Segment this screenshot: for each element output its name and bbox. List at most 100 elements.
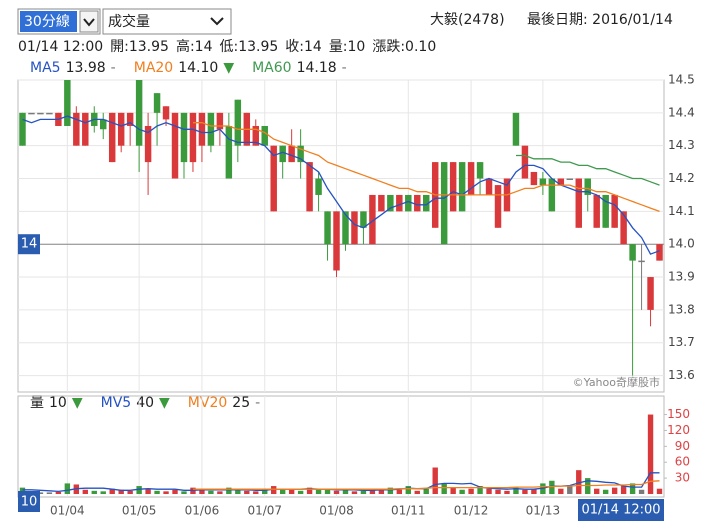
volume-bar bbox=[324, 489, 331, 494]
volume-bar bbox=[181, 491, 187, 494]
volume-bar bbox=[253, 491, 259, 494]
legend-value: 10 bbox=[49, 395, 67, 411]
x-tick-label: 01/05 bbox=[122, 504, 157, 518]
legend-trend: ▼ bbox=[223, 60, 234, 76]
x-tick-label: 01/13 bbox=[526, 504, 561, 518]
interval-select-text[interactable]: 30分線 bbox=[24, 14, 70, 30]
indicator-select-text[interactable]: 成交量 bbox=[108, 13, 150, 30]
candle-body bbox=[153, 93, 161, 113]
candle-body bbox=[647, 277, 654, 310]
volume-bar bbox=[333, 490, 340, 494]
candle-body bbox=[64, 80, 71, 126]
candle-body bbox=[82, 112, 89, 146]
y-tick-label: 30 bbox=[675, 471, 690, 485]
y-tick-label: 60 bbox=[675, 455, 690, 469]
candle-body bbox=[369, 194, 376, 245]
candle-body bbox=[539, 178, 547, 186]
stock-name: 大毅(2478) bbox=[430, 11, 505, 28]
volume-bar bbox=[82, 489, 88, 494]
volume-bar bbox=[306, 487, 313, 494]
y-tick-label: 14.0 bbox=[668, 237, 695, 251]
volume-bar bbox=[351, 491, 358, 494]
y-tick-label: 14.5 bbox=[668, 73, 695, 87]
candle-body bbox=[476, 162, 484, 179]
volume-bar bbox=[297, 490, 304, 494]
volume-bar bbox=[46, 492, 53, 494]
candle-body bbox=[180, 112, 188, 163]
indicator-select[interactable] bbox=[102, 8, 232, 35]
y-tick-label: 14.2 bbox=[668, 171, 695, 185]
volume-bar bbox=[369, 489, 376, 494]
volume-bar bbox=[154, 490, 160, 494]
candle-body bbox=[602, 194, 609, 228]
legend-trend: - bbox=[255, 395, 260, 411]
volume-bar bbox=[549, 480, 555, 494]
candle-body bbox=[521, 145, 529, 179]
candle-body bbox=[126, 112, 134, 126]
y-tick-label: 90 bbox=[675, 439, 690, 453]
volume-bar bbox=[127, 490, 133, 494]
candle-body bbox=[458, 162, 466, 212]
volume-bar bbox=[100, 491, 106, 494]
volume-bar bbox=[629, 483, 636, 494]
candle-body bbox=[198, 112, 206, 146]
volume-bar bbox=[441, 483, 447, 494]
candle-body bbox=[37, 112, 44, 115]
candle-body bbox=[225, 125, 233, 179]
volume-legend: 量 10 ▼ MV5 40 ▼ MV20 25- bbox=[30, 395, 260, 411]
volume-bar bbox=[315, 488, 322, 494]
volume-bar bbox=[450, 487, 456, 494]
candle-body bbox=[19, 112, 26, 146]
candle-body bbox=[440, 162, 448, 245]
volume-bar bbox=[558, 488, 564, 494]
candle-body bbox=[100, 119, 107, 130]
interval-select-button[interactable] bbox=[79, 10, 99, 33]
quote-item: 收:14 bbox=[285, 39, 322, 55]
volume-bar bbox=[91, 490, 97, 494]
volume-bar bbox=[638, 489, 645, 494]
candle-body bbox=[333, 211, 340, 271]
candle-body bbox=[449, 162, 457, 212]
volume-bar bbox=[477, 486, 483, 494]
legend-value: 14.10 bbox=[178, 60, 218, 76]
quote-item: 低:13.95 bbox=[219, 39, 278, 55]
last-volume-box bbox=[18, 491, 40, 512]
candle-body bbox=[342, 211, 349, 245]
volume-bar bbox=[495, 489, 501, 494]
volume-bar bbox=[109, 488, 115, 494]
candle-body bbox=[162, 106, 170, 120]
volume-bar bbox=[576, 470, 582, 494]
candle-body bbox=[530, 171, 538, 186]
candle-body bbox=[108, 112, 116, 163]
volume-bar bbox=[199, 488, 205, 494]
y-tick-label: 14.4 bbox=[668, 105, 695, 119]
volume-bar bbox=[279, 488, 286, 494]
volume-bar bbox=[235, 489, 241, 494]
volume-bar bbox=[19, 487, 26, 494]
volume-bar bbox=[136, 486, 142, 494]
volume-bar bbox=[567, 486, 573, 494]
volume-bar bbox=[611, 487, 618, 494]
volume-bar bbox=[647, 414, 654, 494]
volume-bar bbox=[288, 489, 295, 494]
x-tick-label: 01/12 bbox=[454, 504, 489, 518]
chevron bbox=[83, 18, 95, 27]
volume-bar bbox=[468, 488, 474, 494]
candle-body bbox=[396, 194, 403, 212]
volume-bar bbox=[145, 488, 151, 494]
candle-body bbox=[467, 162, 475, 195]
candle-body bbox=[378, 194, 385, 212]
candle-body bbox=[548, 178, 556, 212]
candle-body bbox=[324, 211, 331, 245]
volume-bar bbox=[602, 489, 609, 494]
y-tick-label: 13.9 bbox=[668, 270, 695, 284]
candle-body bbox=[252, 125, 259, 146]
volume-bar bbox=[55, 491, 62, 494]
x-tick-label: 01/11 bbox=[391, 504, 426, 518]
legend-name: MV20 bbox=[188, 395, 227, 411]
volume-bar bbox=[172, 489, 178, 494]
candle-body bbox=[611, 194, 618, 228]
volume-bar bbox=[208, 490, 214, 494]
